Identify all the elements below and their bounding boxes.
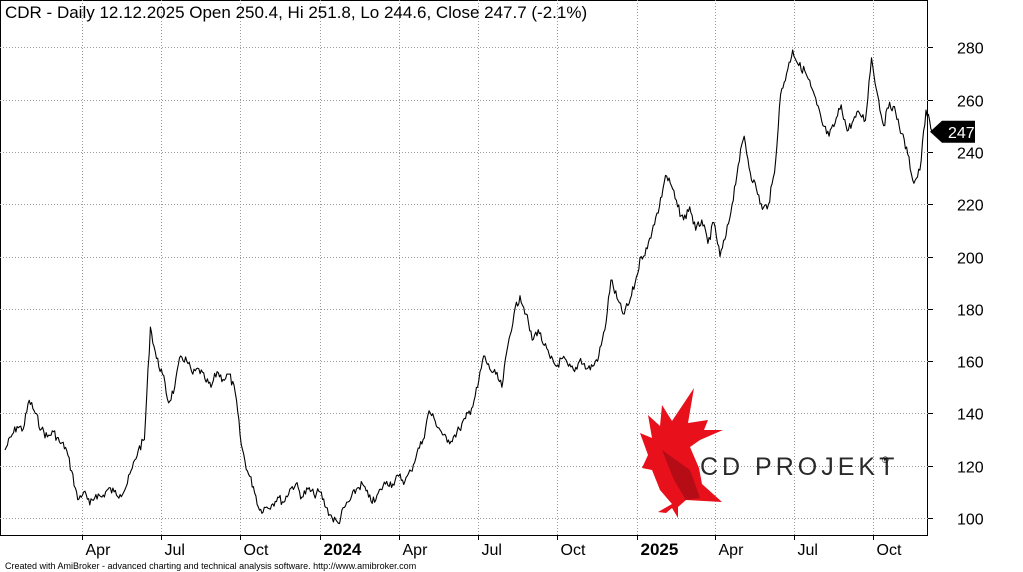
x-tick-label: Apr — [86, 542, 112, 559]
y-tick-label: 200 — [957, 251, 984, 268]
grid — [0, 0, 928, 535]
y-tick-label: 100 — [957, 512, 984, 529]
logo-text: CD PROJEKT — [700, 453, 898, 481]
x-tick-label: Apr — [403, 542, 429, 559]
x-tick-label: Jul — [798, 542, 818, 559]
y-tick-label: 140 — [957, 407, 984, 424]
last-value-marker: 247.7 — [930, 120, 988, 143]
x-tick-label: 2024 — [324, 540, 362, 559]
plot-area — [0, 0, 928, 536]
y-tick-label: 280 — [957, 41, 984, 58]
price-series — [4, 49, 933, 525]
y-tick-label: 120 — [957, 460, 984, 477]
price-line — [4, 49, 933, 525]
y-axis: 100 120 140 160 180 200 220 240 260 280 — [928, 41, 984, 529]
y-tick-label: 160 — [957, 355, 984, 372]
x-axis: Apr Jul Oct 2024 Apr Jul Oct 2025 Apr Jul Oct — [82, 535, 902, 559]
last-value-label: 247.7 — [948, 125, 988, 142]
y-tick-label: 220 — [957, 198, 984, 215]
x-tick-label: Jul — [482, 542, 502, 559]
x-tick-label: Jul — [165, 542, 185, 559]
y-tick-label: 180 — [957, 303, 984, 320]
x-tick-label: Oct — [244, 542, 269, 559]
x-tick-label: Apr — [719, 542, 745, 559]
x-tick-label: Oct — [877, 542, 902, 559]
logo-registered: ® — [882, 455, 889, 465]
cd-projekt-logo: CD PROJEKT ® — [640, 388, 898, 518]
x-tick-label: 2025 — [641, 540, 679, 559]
x-tick-label: Oct — [561, 542, 586, 559]
y-tick-label: 260 — [957, 94, 984, 111]
y-tick-label: 240 — [957, 146, 984, 163]
footer-credit: Created with AmiBroker - advanced charti… — [5, 561, 416, 571]
bird-shadow-icon — [662, 450, 700, 500]
chart-title: CDR - Daily 12.12.2025 Open 250.4, Hi 25… — [5, 3, 587, 22]
bird-logo-icon — [640, 388, 723, 518]
last-value-pointer-icon — [930, 120, 975, 143]
